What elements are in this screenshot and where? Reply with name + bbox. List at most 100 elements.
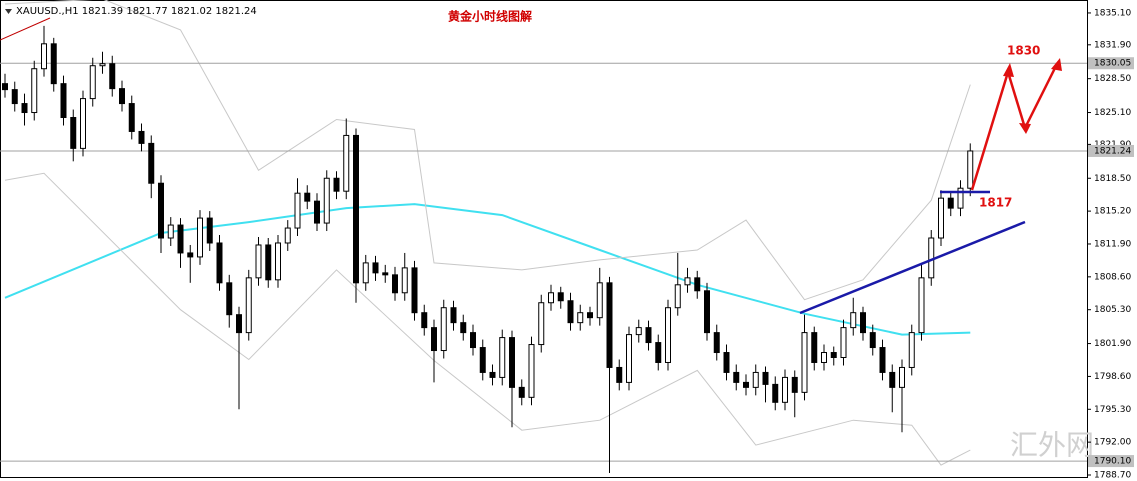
candle-body bbox=[801, 332, 808, 393]
candle-body bbox=[11, 89, 18, 105]
candle-body bbox=[440, 307, 447, 352]
y-tick-label: 1828.50 bbox=[1094, 74, 1131, 84]
chart-header: XAUUSD.,H1 1821.39 1821.77 1821.02 1821.… bbox=[16, 6, 257, 17]
candle-body bbox=[128, 103, 135, 132]
candle-body bbox=[450, 307, 457, 324]
candle-body bbox=[41, 43, 47, 70]
candle-body bbox=[782, 376, 788, 403]
candle-body bbox=[908, 332, 915, 368]
candle-body bbox=[665, 307, 671, 363]
y-tick-label: 1811.90 bbox=[1094, 239, 1131, 249]
candle-body bbox=[109, 63, 116, 90]
candle-body bbox=[167, 224, 174, 239]
y-tick-label: 1815.20 bbox=[1094, 207, 1131, 217]
candle-body bbox=[548, 292, 554, 304]
y-tick-label: 1798.60 bbox=[1094, 372, 1131, 382]
support-line bbox=[799, 220, 1026, 315]
price-label: 1821.24 bbox=[1094, 146, 1131, 156]
candle-body bbox=[869, 332, 876, 349]
y-tick-label: 1795.30 bbox=[1094, 405, 1131, 415]
candle-body bbox=[236, 314, 242, 334]
candle-body bbox=[791, 376, 798, 393]
y-tick-label: 1808.60 bbox=[1094, 272, 1131, 282]
price-box bbox=[1088, 144, 1134, 157]
arrow-head bbox=[1051, 58, 1062, 71]
candle-body bbox=[772, 383, 779, 403]
candle-body bbox=[743, 381, 749, 388]
candle-body bbox=[509, 337, 515, 388]
candle-body bbox=[528, 344, 535, 398]
plot-frame bbox=[0, 0, 1088, 478]
candle-body bbox=[479, 347, 486, 373]
y-tick-label: 1835.10 bbox=[1094, 8, 1131, 18]
candle-body bbox=[762, 371, 769, 385]
candle-body bbox=[304, 192, 311, 202]
candle-body bbox=[850, 312, 857, 329]
candle-body bbox=[587, 312, 593, 319]
watermark: 汇外网 bbox=[1010, 429, 1094, 462]
candle-body bbox=[275, 242, 281, 281]
candle-body bbox=[626, 334, 632, 383]
candle-body bbox=[89, 65, 96, 100]
candle-body bbox=[421, 312, 428, 329]
candle-body bbox=[635, 327, 642, 336]
candle-body bbox=[99, 63, 106, 67]
candle-body bbox=[752, 371, 759, 388]
candle-body bbox=[343, 134, 350, 192]
candle-body bbox=[401, 267, 408, 294]
candle-body bbox=[616, 366, 623, 383]
arrow-head bbox=[1003, 63, 1014, 77]
candle-body bbox=[60, 83, 67, 119]
candle-body bbox=[80, 98, 86, 149]
candle-body bbox=[333, 177, 340, 192]
y-tick-label: 1831.90 bbox=[1094, 40, 1131, 50]
candle-body bbox=[31, 68, 38, 114]
candle-body bbox=[294, 192, 301, 229]
candle-body bbox=[216, 242, 223, 284]
candle-body bbox=[567, 300, 574, 324]
candle-body bbox=[265, 244, 272, 281]
candle-body bbox=[362, 262, 369, 284]
candle-body bbox=[372, 262, 379, 274]
candle-body bbox=[967, 150, 974, 189]
candle-body bbox=[70, 117, 77, 149]
candle-body bbox=[460, 322, 467, 334]
candle-body bbox=[392, 274, 398, 294]
y-tick-label: 1818.50 bbox=[1094, 174, 1131, 184]
candle-body bbox=[411, 267, 418, 314]
candle-body bbox=[899, 366, 905, 388]
candle-body bbox=[2, 83, 8, 91]
candle-body bbox=[470, 332, 476, 349]
candle-body bbox=[353, 134, 359, 284]
y-tick-label: 1801.90 bbox=[1094, 339, 1131, 349]
candle-body bbox=[723, 352, 730, 373]
candle-body bbox=[840, 327, 847, 359]
candle-body bbox=[206, 217, 213, 244]
candle-body bbox=[655, 342, 662, 363]
moving-average bbox=[4, 203, 971, 336]
candle-body bbox=[733, 371, 740, 383]
candle-body bbox=[694, 277, 701, 292]
candle-body bbox=[821, 352, 827, 363]
candle-body bbox=[713, 332, 720, 354]
candle-body bbox=[645, 327, 652, 344]
candle-body bbox=[704, 290, 710, 334]
candle-body bbox=[860, 312, 866, 334]
candle-body bbox=[245, 277, 252, 334]
candle-body bbox=[577, 312, 584, 324]
candle-body bbox=[314, 200, 320, 224]
price-box bbox=[1088, 57, 1134, 70]
candle-body bbox=[197, 217, 203, 258]
candle-body bbox=[119, 88, 125, 105]
candle-body bbox=[382, 272, 389, 276]
y-tick-label: 1821.90 bbox=[1094, 140, 1131, 150]
forecast-arrow bbox=[970, 65, 1058, 191]
candle-body bbox=[557, 292, 564, 302]
candle-body bbox=[148, 142, 155, 184]
trend-line bbox=[0, 17, 51, 41]
header-icon bbox=[5, 9, 12, 14]
candle-body bbox=[918, 277, 925, 334]
candle-body bbox=[284, 227, 291, 244]
candle-body bbox=[518, 386, 525, 398]
